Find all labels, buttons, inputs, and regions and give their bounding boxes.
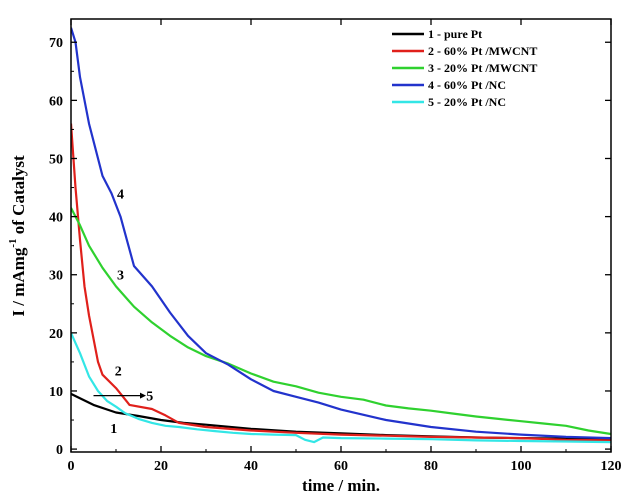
y-tick-label-4: 40 — [49, 211, 63, 226]
legend-label-1: 1 - pure Pt — [428, 27, 482, 41]
curve-label-1: 1 — [110, 422, 117, 437]
ticks-layer: 0 20 40 60 80 100 120 0 10 20 30 40 50 60 70 — [49, 19, 622, 474]
curve-5-arrow-head — [140, 392, 146, 399]
y-axis-title: I / mAmg-1 of Catalyst — [7, 155, 28, 317]
curve-label-4: 4 — [117, 187, 124, 202]
curve-label-2: 2 — [115, 365, 122, 380]
y-axis-title-main: I / mAmg — [9, 247, 28, 316]
y-tick-label-5: 50 — [49, 152, 63, 167]
y-tick-label-1: 10 — [49, 385, 63, 400]
y-tick-label-7: 70 — [49, 36, 63, 51]
curve-label-5: 5 — [146, 390, 153, 405]
x-tick-label-6: 120 — [601, 459, 622, 474]
x-tick-label-1: 20 — [154, 459, 168, 474]
x-tick-label-5: 100 — [511, 459, 532, 474]
series-line-3 — [71, 207, 611, 436]
series-layer — [71, 27, 611, 444]
legend-label-2: 2 - 60% Pt /MWCNT — [428, 44, 537, 58]
y-tick-label-3: 30 — [49, 269, 63, 284]
x-tick-label-4: 80 — [424, 459, 438, 474]
series-line-4 — [71, 27, 611, 440]
y-tick-label-0: 0 — [56, 443, 63, 458]
legend-label-5: 5 - 20% Pt /NC — [428, 95, 506, 109]
y-tick-label-6: 60 — [49, 94, 63, 109]
series-line-2 — [71, 123, 611, 442]
legend-label-4: 4 - 60% Pt /NC — [428, 78, 506, 92]
y-axis-title-tail: of Catalyst — [9, 155, 28, 238]
curve-label-3: 3 — [117, 269, 124, 284]
series-line-5 — [71, 332, 611, 444]
x-tick-label-2: 40 — [244, 459, 258, 474]
x-tick-label-3: 60 — [334, 459, 348, 474]
legend: 1 - pure Pt 2 - 60% Pt /MWCNT 3 - 20% Pt /… — [392, 27, 537, 109]
x-tick-label-0: 0 — [68, 459, 75, 474]
y-axis-title-superscript: -1 — [7, 238, 19, 247]
x-axis-title: time / min. — [302, 476, 380, 495]
legend-label-3: 3 - 20% Pt /MWCNT — [428, 61, 537, 75]
y-tick-label-2: 20 — [49, 327, 63, 342]
plot-frame — [70, 18, 612, 453]
annotation-layer: 1 2 3 4 5 — [93, 187, 153, 437]
